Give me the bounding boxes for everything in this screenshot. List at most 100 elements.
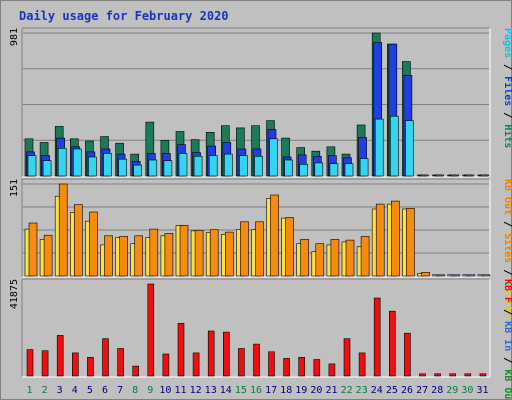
bar-pages-day-18: [284, 159, 293, 177]
bar-kb-f-day-24: [373, 297, 381, 377]
x-tick-label: 22: [341, 385, 353, 396]
bar-pages-day-2: [42, 160, 52, 177]
axis-label-part: /: [502, 106, 512, 124]
panel-axis-label: KB Out / Sites / Visits: [502, 179, 512, 317]
bar-pages-day-10: [163, 160, 173, 177]
bar-sites-day-29: [451, 274, 461, 277]
bar-kb-f-day-1: [26, 349, 34, 377]
bar-kb-f-day-15: [238, 348, 245, 377]
bar-kb-f-day-29: [449, 373, 457, 377]
bar-sites-day-6: [104, 235, 113, 277]
bar-sites-day-17: [270, 194, 279, 277]
y-max-label: 981: [9, 28, 20, 46]
bar-kb-f-day-13: [207, 330, 215, 377]
bar-kb-f-day-25: [388, 310, 396, 377]
bar-sites-day-8: [134, 235, 143, 277]
bar-kb-f-day-17: [268, 351, 275, 377]
x-tick-label: 13: [205, 385, 217, 396]
x-tick-label: 24: [371, 385, 383, 396]
bar-pages-day-31: [480, 174, 490, 177]
bar-kb-f-day-7: [117, 348, 124, 377]
x-tick-label: 26: [401, 385, 413, 396]
bar-sites-day-4: [74, 204, 83, 277]
bar-sites-day-2: [43, 234, 53, 277]
axis-label-part: Sites: [502, 233, 512, 263]
panel-kb-out-sites-visits: 151 KB Out / Sites / Visits: [9, 178, 512, 317]
bar-sites-day-12: [194, 230, 204, 277]
bar-pages-day-26: [405, 120, 414, 177]
bar-kb-f-day-11: [177, 322, 185, 377]
bar-pages-day-30: [465, 174, 475, 177]
bar-sites-day-22: [345, 239, 355, 277]
x-tick-label: 1: [26, 385, 32, 396]
bar-kb-f-day-12: [192, 352, 200, 377]
bar-pages-day-7: [118, 158, 127, 177]
x-tick-label: 28: [431, 385, 443, 396]
axis-label-part: /: [502, 303, 512, 321]
x-tick-label: 23: [356, 385, 368, 396]
x-tick-label: 20: [310, 385, 322, 396]
bar-pages-day-6: [103, 153, 112, 177]
axis-label-part: /: [502, 263, 512, 281]
bar-pages-day-15: [239, 155, 248, 177]
bar-kb-f-day-16: [253, 343, 260, 377]
bar-sites-day-14: [225, 231, 234, 277]
x-tick-label: 6: [102, 385, 108, 396]
bar-sites-day-20: [315, 243, 325, 277]
bar-kb-f-day-6: [102, 338, 109, 377]
bar-kb-f-day-22: [343, 338, 351, 377]
axis-label-part: /: [502, 58, 512, 76]
bar-sites-day-23: [360, 236, 370, 277]
panel-pages-files-hits: 981 Pages / Files / Hits: [9, 27, 512, 178]
axis-label-part: /: [502, 215, 512, 233]
bar-pages-day-5: [88, 156, 97, 177]
x-tick-label: 11: [174, 385, 186, 396]
bar-kb-f-day-23: [358, 352, 366, 377]
bar-sites-day-27: [421, 271, 430, 277]
x-tick-label: 7: [117, 385, 123, 396]
bar-kb-f-day-10: [162, 353, 170, 377]
x-tick-label: 27: [416, 385, 428, 396]
axis-label-part: KB F: [502, 279, 512, 303]
bar-pages-day-3: [57, 148, 67, 177]
panel-kb-f-kb-in-kb-out: 41875 KB F / KB In / KB Out: [9, 278, 512, 400]
bar-pages-day-11: [178, 153, 188, 177]
bar-pages-day-21: [329, 163, 339, 177]
bar-sites-day-7: [119, 236, 128, 277]
bar-kb-f-day-3: [56, 335, 64, 377]
panel-axis-label: KB F / KB In / KB Out: [502, 279, 512, 400]
bar-kb-f-day-30: [464, 373, 472, 377]
x-tick-label: 18: [280, 385, 292, 396]
bar-sites-day-16: [255, 221, 264, 277]
bar-sites-day-26: [406, 208, 415, 277]
bar-pages-day-8: [133, 164, 142, 177]
axis-label-part: KB Out: [502, 179, 512, 215]
bar-pages-day-9: [148, 159, 158, 177]
bar-kb-f-day-9: [147, 283, 155, 377]
bar-kb-f-day-31: [479, 373, 487, 377]
bar-sites-day-5: [89, 211, 98, 277]
bar-sites-day-1: [28, 222, 38, 277]
x-tick-labels: 1 2 3 4 5 6 7 8 9 10 11 12 13 14 15 16 17 18 19 20 21 22 23 24 2…: [26, 385, 488, 396]
bar-kb-f-day-28: [434, 373, 441, 377]
bar-pages-day-19: [299, 164, 309, 177]
bar-pages-day-14: [224, 153, 233, 177]
x-tick-label: 30: [461, 385, 473, 396]
bar-kb-f-day-8: [132, 365, 139, 377]
bar-kb-f-day-14: [223, 331, 230, 377]
bar-sites-day-11: [179, 225, 189, 277]
bar-kb-f-day-26: [404, 332, 411, 377]
x-tick-label: 16: [250, 385, 262, 396]
x-tick-label: 29: [446, 385, 458, 396]
x-tick-label: 12: [190, 385, 202, 396]
bar-pages-day-24: [374, 118, 384, 177]
x-tick-label: 8: [132, 385, 138, 396]
x-tick-label: 15: [235, 385, 247, 396]
bar-sites-day-30: [466, 274, 476, 277]
bar-kb-f-day-18: [283, 358, 290, 377]
bar-sites-day-24: [375, 203, 385, 277]
bar-sites-day-10: [164, 233, 174, 277]
bar-sites-day-3: [58, 183, 68, 277]
